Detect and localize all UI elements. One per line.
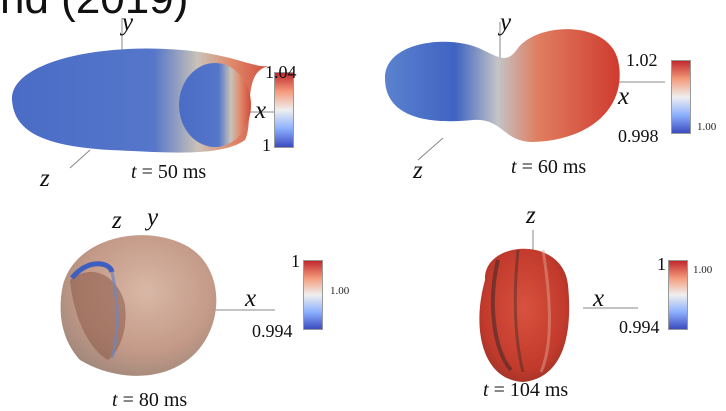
time-symbol: t — [112, 389, 118, 411]
time-value: = 50 ms — [136, 161, 207, 183]
colorbar-mid: 1.00 — [330, 285, 350, 297]
colorbar-mid: 1.00 — [697, 121, 717, 133]
colorbar-max: 1 — [291, 251, 300, 271]
header-text: nd (2019) — [0, 0, 188, 24]
colorbar-min: 0.994 — [252, 321, 293, 341]
colorbar-min: 1 — [262, 135, 271, 155]
time-value: = 60 ms — [516, 156, 587, 178]
time-symbol: t — [483, 379, 489, 401]
axis-label-z: z — [112, 207, 122, 234]
axis-label-y: y — [147, 204, 159, 231]
colorbar-max: 1.02 — [626, 50, 658, 70]
time-symbol: t — [131, 161, 137, 183]
droplet-shape-t50 — [11, 18, 288, 169]
panel-t50: y x z 1.04 1 t = 50 ms — [0, 0, 363, 200]
colorbar — [274, 72, 294, 148]
colorbar-min: 0.994 — [619, 317, 660, 337]
colorbar — [671, 60, 691, 134]
colorbar — [668, 260, 688, 330]
time-caption: t = 60 ms — [511, 157, 586, 177]
axis-label-z: z — [526, 202, 536, 229]
time-caption: t = 50 ms — [131, 162, 206, 182]
axis-label-z: z — [413, 157, 423, 184]
time-caption: t = 80 ms — [112, 390, 187, 410]
colorbar-max: 1 — [657, 254, 666, 274]
droplet-shape-t104 — [479, 230, 638, 382]
panel-t60: y x z 1.02 0.998 1.00 t = 60 ms — [363, 0, 726, 200]
axis-label-x: x — [593, 285, 605, 312]
panel-t104: z x 1 0.994 1.00 t = 104 ms — [363, 200, 726, 409]
axis-label-y: y — [122, 9, 134, 36]
axis-label-y: y — [500, 9, 512, 36]
colorbar — [303, 260, 323, 330]
droplet-shape-t60 — [385, 22, 665, 161]
colorbar-max: 1.04 — [265, 62, 297, 82]
panel-t80: z y x 1 0.994 1.00 t = 80 ms — [0, 200, 363, 410]
colorbar-mid: 1.00 — [693, 264, 713, 276]
time-symbol: t — [511, 156, 517, 178]
time-value: = 104 ms — [488, 379, 569, 401]
droplet-shape-t80 — [60, 235, 275, 376]
axis-label-x: x — [618, 83, 630, 110]
colorbar-min: 0.998 — [618, 126, 659, 146]
axis-label-x: x — [255, 97, 267, 124]
axis-label-x: x — [245, 285, 257, 312]
time-value: = 80 ms — [117, 389, 188, 411]
time-caption: t = 104 ms — [483, 380, 568, 400]
axis-label-z: z — [40, 165, 50, 192]
